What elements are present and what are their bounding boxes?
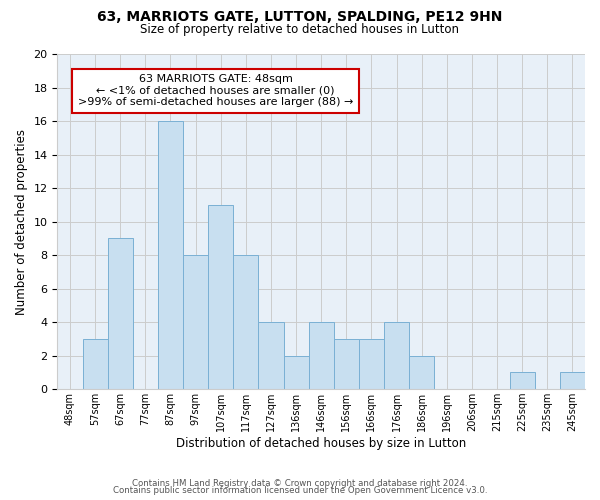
Bar xyxy=(384,322,409,389)
Bar xyxy=(359,339,384,389)
X-axis label: Distribution of detached houses by size in Lutton: Distribution of detached houses by size … xyxy=(176,437,466,450)
Bar xyxy=(208,205,233,389)
Bar xyxy=(560,372,585,389)
Bar xyxy=(308,322,334,389)
Bar xyxy=(107,238,133,389)
Bar xyxy=(409,356,434,389)
Text: Size of property relative to detached houses in Lutton: Size of property relative to detached ho… xyxy=(140,22,460,36)
Text: Contains public sector information licensed under the Open Government Licence v3: Contains public sector information licen… xyxy=(113,486,487,495)
Bar xyxy=(183,255,208,389)
Y-axis label: Number of detached properties: Number of detached properties xyxy=(15,128,28,314)
Bar xyxy=(334,339,359,389)
Bar xyxy=(83,339,107,389)
Bar xyxy=(509,372,535,389)
Bar xyxy=(158,121,183,389)
Bar xyxy=(284,356,308,389)
Text: 63, MARRIOTS GATE, LUTTON, SPALDING, PE12 9HN: 63, MARRIOTS GATE, LUTTON, SPALDING, PE1… xyxy=(97,10,503,24)
Bar xyxy=(233,255,259,389)
Text: 63 MARRIOTS GATE: 48sqm
← <1% of detached houses are smaller (0)
>99% of semi-de: 63 MARRIOTS GATE: 48sqm ← <1% of detache… xyxy=(78,74,353,108)
Bar xyxy=(259,322,284,389)
Text: Contains HM Land Registry data © Crown copyright and database right 2024.: Contains HM Land Registry data © Crown c… xyxy=(132,478,468,488)
